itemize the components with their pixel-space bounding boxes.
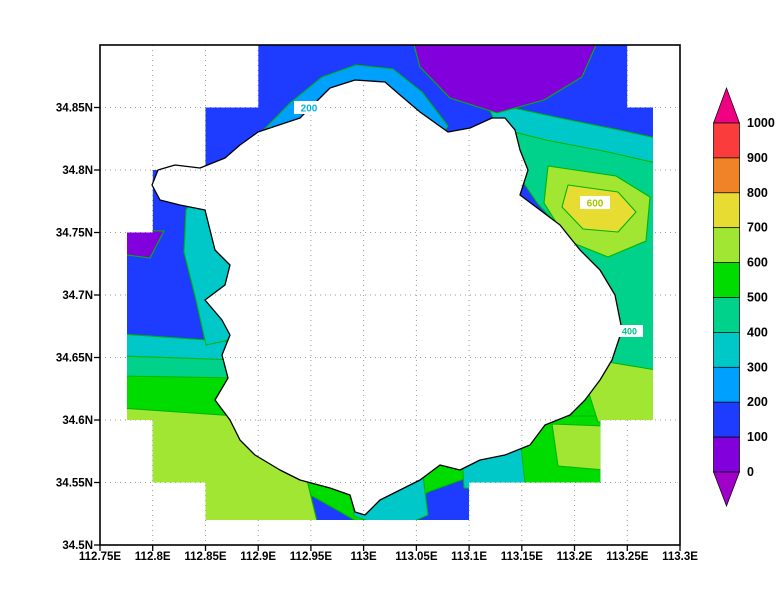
colorbar-label: 200 [747, 395, 768, 409]
y-tick-label: 34.85N [56, 103, 93, 115]
y-tick-label: 34.75N [56, 228, 93, 240]
x-tick-label: 112.8E [135, 551, 171, 563]
x-tick-label: 113.25E [606, 551, 649, 563]
contour-label-text: 600 [587, 199, 604, 210]
y-axis-labels: 34.5N 34.55N 34.6N 34.65N 34.7N 34.75N 3… [56, 103, 93, 553]
x-tick-label: 113.2E [557, 551, 593, 563]
contour-label-200: 200 [294, 101, 324, 115]
colorbar-segment [713, 297, 740, 333]
x-tick-label: 113.15E [501, 551, 544, 563]
y-tick-label: 34.55N [56, 478, 93, 490]
colorbar: 0 100 200 300 400 500 600 700 800 900 10… [712, 86, 775, 507]
colorbar-label: 800 [747, 186, 768, 200]
axis-ticks [94, 106, 681, 551]
contour-label-text: 400 [622, 327, 637, 337]
colorbar-label: 500 [747, 291, 768, 305]
colorbar-label: 400 [747, 325, 768, 339]
colorbar-segment [713, 122, 740, 159]
contour-label-600: 600 [580, 196, 610, 210]
colorbar-label: 1000 [747, 116, 775, 130]
contour-label-text: 200 [301, 104, 318, 115]
y-tick-label: 34.7N [62, 290, 93, 302]
x-tick-label: 113E [350, 551, 377, 563]
x-tick-label: 113.05E [395, 551, 438, 563]
y-tick-label: 34.65N [56, 353, 93, 365]
x-tick-label: 112.85E [184, 551, 227, 563]
contour-label-400: 400 [616, 325, 643, 337]
colorbar-label: 600 [747, 256, 768, 270]
colorbar-segment [713, 401, 740, 438]
colorbar-label: 300 [747, 360, 768, 374]
contour-label-chip [294, 101, 324, 114]
x-tick-label: 112.95E [290, 551, 333, 563]
colorbar-labels: 0 100 200 300 400 500 600 700 800 900 10… [747, 116, 775, 479]
colorbar-segment [713, 227, 740, 263]
colorbar-segment [713, 366, 740, 403]
x-axis-labels: 112.75E 112.8E 112.85E 112.9E 112.95E 11… [79, 551, 698, 563]
colorbar-label: 700 [747, 221, 768, 235]
x-tick-label: 113.3E [662, 551, 698, 563]
region-boundary-outline [151, 79, 623, 516]
colorbar-segment [713, 192, 740, 229]
x-tick-label: 112.75E [79, 551, 122, 563]
y-tick-label: 34.8N [62, 165, 93, 177]
colorbar-label: 0 [747, 465, 754, 479]
x-tick-label: 112.9E [240, 551, 276, 563]
region-boundary-mask [152, 80, 622, 515]
contour-fill-ne-0-100-patch [413, 45, 597, 114]
y-tick-label: 34.5N [62, 540, 93, 552]
x-tick-label: 113.1E [451, 551, 487, 563]
colorbar-segment [713, 332, 740, 368]
contour-label-chip [580, 196, 610, 209]
colorbar-segment [713, 157, 740, 194]
colorbar-segment [713, 436, 740, 473]
colorbar-arrow-below-min [712, 471, 741, 507]
contour-label-chip [616, 325, 643, 337]
y-tick-label: 34.6N [62, 415, 93, 427]
colorbar-label: 900 [747, 151, 768, 165]
colorbar-label: 100 [747, 430, 768, 444]
contour-fill-se-600-700-small [551, 423, 605, 471]
colorbar-segment [713, 262, 740, 298]
